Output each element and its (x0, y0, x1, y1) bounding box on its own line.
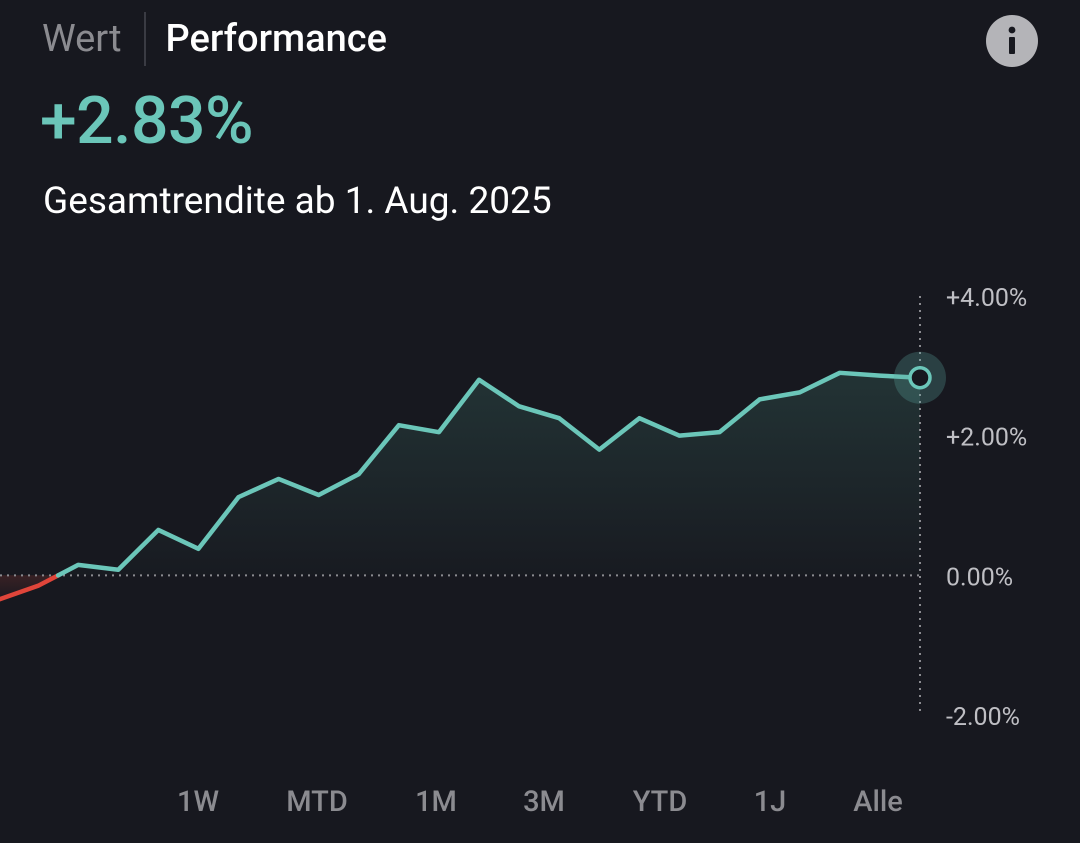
info-button[interactable] (986, 15, 1038, 67)
view-switcher: Wert Performance (42, 12, 387, 66)
range-alle[interactable]: Alle (853, 785, 903, 819)
y-tick-label: -2.00% (946, 703, 1020, 732)
y-tick-label: 0.00% (946, 563, 1013, 592)
time-range-selector: 1W MTD 1M 3M YTD 1J Alle (0, 762, 1080, 840)
y-tick-label: +2.00% (946, 424, 1027, 453)
range-3m[interactable]: 3M (523, 785, 565, 819)
performance-line (55, 370, 923, 578)
tab-divider (143, 12, 146, 66)
total-return-value: +2.83% (40, 83, 254, 160)
range-1m[interactable]: 1M (415, 785, 457, 819)
current-value-marker (908, 365, 932, 390)
range-mtd[interactable]: MTD (286, 785, 348, 819)
tab-performance[interactable]: Performance (165, 17, 387, 61)
tab-wert[interactable]: Wert (42, 17, 122, 61)
y-tick-label: +4.00% (946, 284, 1027, 313)
positive-area-fill (58, 372, 921, 576)
range-1j[interactable]: 1J (753, 785, 787, 819)
range-ytd[interactable]: YTD (632, 785, 688, 819)
range-1w[interactable]: 1W (176, 785, 219, 819)
info-icon (1008, 26, 1016, 54)
total-return-caption: Gesamtrendite ab 1. Aug. 2025 (43, 180, 552, 223)
negative-line (0, 573, 61, 602)
